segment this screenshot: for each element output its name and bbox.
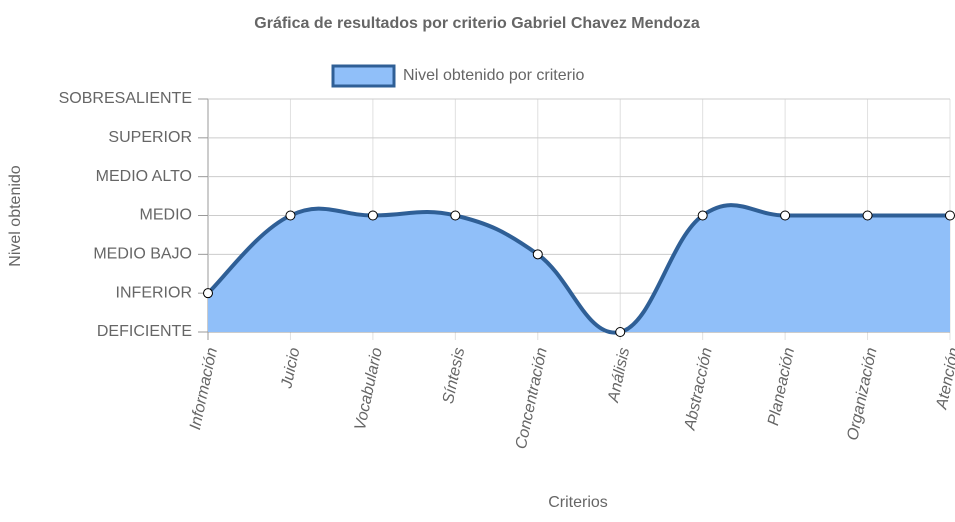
y-tick-label: MEDIO ALTO <box>96 168 192 185</box>
y-tick-label: MEDIO BAJO <box>93 246 192 263</box>
x-tick-label: Planeación <box>765 346 798 427</box>
legend-label: Nivel obtenido por criterio <box>403 67 585 84</box>
x-tick-label: Análisis <box>605 346 633 404</box>
x-tick-label: Atención <box>933 346 955 412</box>
legend-swatch <box>331 64 396 88</box>
y-tick-label: MEDIO <box>140 207 192 224</box>
point <box>615 327 626 337</box>
line <box>206 203 950 335</box>
point <box>285 210 296 221</box>
y-axis-title: Nivel obtenido <box>7 165 24 267</box>
y-tick-label: DEFICIENTE <box>97 323 192 340</box>
x-tick-label: Concentración <box>513 346 551 451</box>
point <box>862 210 873 221</box>
point <box>945 210 955 221</box>
point <box>367 210 378 221</box>
chart-title: Gráfica de resultados por criterio Gabri… <box>254 15 700 32</box>
y-tick-label: SUPERIOR <box>108 129 192 146</box>
x-tick-label: Vocabulario <box>352 346 386 432</box>
x-tick-label: Síntesis <box>440 346 468 405</box>
point <box>697 210 708 221</box>
point <box>450 210 461 221</box>
x-tick-label: Información <box>187 346 221 431</box>
x-tick-label: Juicio <box>278 346 303 391</box>
y-tick-label: INFERIOR <box>116 284 192 301</box>
x-tick-label: Organización <box>844 346 880 442</box>
point <box>203 288 213 299</box>
point <box>532 249 543 260</box>
y-tick-label: SOBRESALIENTE <box>59 90 192 107</box>
point <box>780 210 791 221</box>
area <box>208 205 950 333</box>
x-tick-label: Abstracción <box>681 346 715 432</box>
x-axis-title: Criterios <box>548 494 608 511</box>
